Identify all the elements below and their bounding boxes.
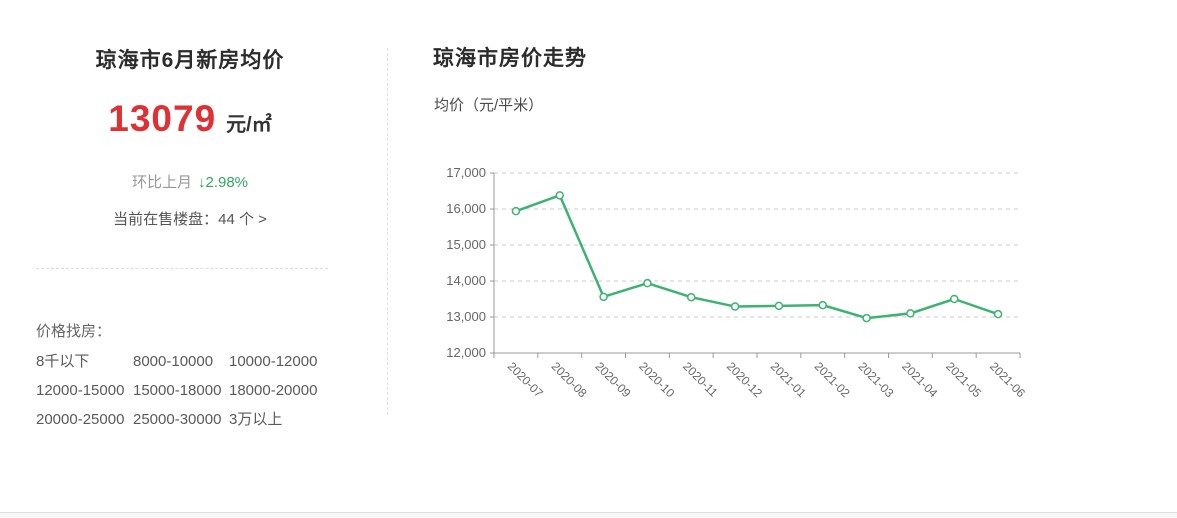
price-range-link[interactable]: 25000-30000 (133, 411, 222, 428)
horizontal-divider (36, 268, 328, 269)
price-value: 13079 (108, 98, 217, 139)
x-tick-label: 2021-05 (943, 359, 984, 400)
price-range-link[interactable]: 8千以下 (36, 353, 90, 370)
x-tick-label: 2020-07 (505, 359, 546, 400)
page-bottom-border (0, 512, 1177, 518)
price-unit: 元/㎡ (226, 114, 272, 136)
x-tick-label: 2021-04 (899, 359, 940, 400)
trend-line (515, 194, 999, 320)
x-tick-label: 2021-01 (768, 359, 809, 400)
y-tick-label: 15,000 (446, 237, 486, 252)
x-tick-label: 2020-10 (636, 359, 677, 400)
x-tick-label: 2021-03 (855, 359, 896, 400)
price-range-link[interactable]: 15000-18000 (133, 382, 222, 399)
vertical-divider (387, 48, 388, 415)
data-point (555, 191, 564, 200)
x-tick-label: 2020-11 (680, 359, 721, 400)
x-tick-label: 2020-09 (592, 359, 633, 400)
x-tick-label: 2020-08 (549, 359, 590, 400)
price-trend-chart: 12,000 13,000 14,000 15,000 16,000 17,000 2020… (446, 165, 1028, 400)
x-tick-label: 2021-02 (812, 359, 853, 400)
price-range-link[interactable]: 12000-15000 (36, 382, 125, 399)
mom-change-value: ↓2.98% (197, 174, 249, 191)
mom-label: 环比上月 (131, 174, 192, 191)
chart-title: 琼海市房价走势 (433, 47, 587, 70)
data-point (993, 309, 1003, 319)
listings-for-sale-link[interactable]: 当前在售楼盘：44 个 > (113, 211, 267, 228)
y-tick-label: 17,000 (446, 165, 486, 180)
price-range-link[interactable]: 20000-25000 (36, 411, 125, 428)
x-tick-label: 2020-12 (724, 359, 765, 400)
y-tick-label: 13,000 (446, 309, 486, 324)
data-point (687, 292, 696, 302)
average-price: 13079 元/㎡ (0, 98, 380, 140)
price-summary-panel: 琼海市6月新房均价 13079 元/㎡ 环比上月 ↓2.98% 当前在售楼盘：44 … (0, 0, 380, 460)
price-range-link[interactable]: 10000-12000 (229, 353, 318, 370)
data-point (862, 313, 871, 323)
data-point (730, 302, 740, 311)
price-range-links: 8千以下 8000-10000 10000-12000 12000-15000 … (36, 347, 336, 434)
price-range-link[interactable]: 8000-10000 (133, 353, 214, 370)
price-search-label: 价格找房： (36, 323, 112, 340)
data-point (599, 292, 608, 302)
data-point (950, 294, 959, 304)
y-tick-label: 12,000 (446, 345, 486, 360)
panel-title: 琼海市6月新房均价 (95, 49, 285, 72)
month-over-month: 环比上月 ↓2.98% (0, 171, 380, 192)
price-range-link[interactable]: 18000-20000 (229, 382, 318, 399)
data-point (643, 278, 652, 288)
y-axis-label: 均价（元/平米） (434, 97, 544, 114)
data-point (818, 300, 827, 310)
x-tick-label: 2021-06 (987, 359, 1028, 400)
y-tick-label: 14,000 (446, 273, 486, 288)
data-point (906, 309, 915, 318)
price-range-link[interactable]: 3万以上 (229, 411, 283, 428)
data-point (511, 206, 521, 216)
data-point (774, 301, 784, 311)
y-tick-label: 16,000 (446, 201, 486, 216)
